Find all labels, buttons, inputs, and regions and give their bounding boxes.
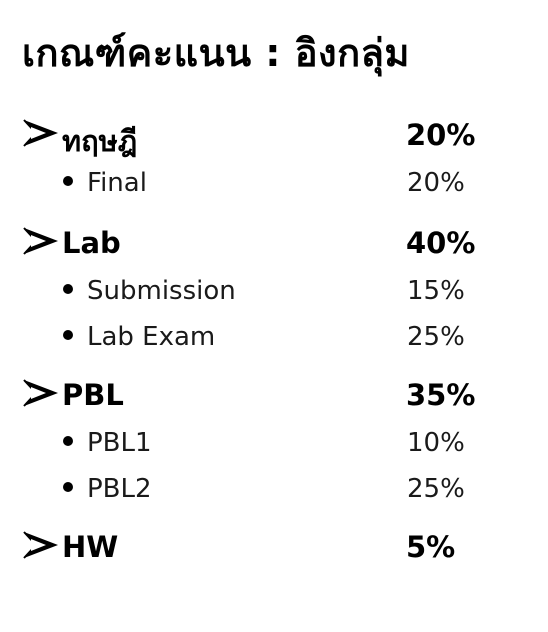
section-percent: 40%: [406, 226, 476, 260]
item-label: PBL1: [87, 428, 152, 458]
section-row-pbl: PBL 35%: [0, 376, 548, 416]
dot-bullet-icon: [63, 176, 73, 186]
arrow-bullet-icon: [22, 378, 60, 408]
item-percent: 25%: [407, 474, 465, 504]
list-item: Final 20%: [0, 168, 548, 208]
arrow-bullet-icon: [22, 226, 60, 256]
section-percent: 35%: [406, 378, 476, 412]
arrow-bullet-icon: [22, 118, 60, 148]
section-row-theory: ทฤษฎี 20%: [0, 116, 548, 158]
item-label: Lab Exam: [87, 322, 216, 352]
dot-bullet-icon: [63, 436, 73, 446]
section-label: Lab: [62, 226, 121, 260]
dot-bullet-icon: [63, 330, 73, 340]
section-label: HW: [62, 530, 119, 564]
page-title: เกณฑ์คะแนน : อิงกลุ่ม: [22, 31, 410, 75]
section-label: ทฤษฎี: [62, 124, 138, 158]
list-item: PBL1 10%: [0, 428, 548, 468]
item-label: Submission: [87, 276, 236, 306]
list-item: Lab Exam 25%: [0, 322, 548, 362]
section-row-hw: HW 5%: [0, 528, 548, 568]
list-item: Submission 15%: [0, 276, 548, 316]
item-label: Final: [87, 168, 147, 198]
item-percent: 15%: [407, 276, 465, 306]
section-row-lab: Lab 40%: [0, 224, 548, 264]
section-percent: 5%: [406, 530, 456, 564]
item-percent: 25%: [407, 322, 465, 352]
item-percent: 20%: [407, 168, 465, 198]
section-percent: 20%: [406, 118, 476, 152]
arrow-bullet-icon: [22, 530, 60, 560]
item-percent: 10%: [407, 428, 465, 458]
section-label: PBL: [62, 378, 124, 412]
list-item: PBL2 25%: [0, 474, 548, 514]
dot-bullet-icon: [63, 284, 73, 294]
dot-bullet-icon: [63, 482, 73, 492]
item-label: PBL2: [87, 474, 152, 504]
